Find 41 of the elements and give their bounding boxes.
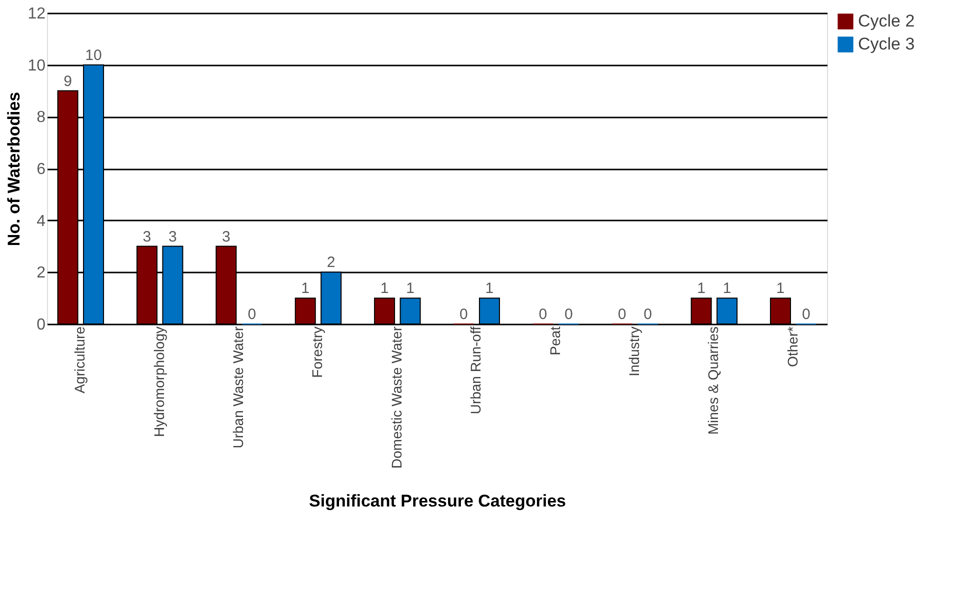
- x-tick-label: Forestry: [309, 326, 326, 378]
- y-axis-title: No. of Waterbodies: [4, 92, 24, 246]
- data-label: 1: [485, 280, 494, 298]
- data-label: 3: [168, 228, 177, 246]
- y-tick-label: 6: [36, 161, 46, 178]
- data-label: 0: [644, 306, 652, 323]
- y-tick-label: 12: [28, 6, 46, 22]
- data-label: 1: [697, 280, 706, 298]
- data-label: 2: [326, 254, 336, 272]
- data-label: 0: [248, 306, 256, 323]
- x-tick-label: Hydromorphology: [150, 326, 167, 437]
- data-label: 3: [142, 228, 152, 246]
- legend-label: Cycle 2: [858, 12, 915, 30]
- y-tick-label: 0: [36, 316, 46, 334]
- x-tick-label: Agriculture: [72, 326, 88, 394]
- y-tick-label: 10: [28, 57, 46, 74]
- x-tick-label: Peat: [546, 326, 563, 356]
- y-tick-label: 8: [36, 109, 46, 126]
- x-tick-label: Other*: [784, 326, 800, 367]
- legend-label: Cycle 3: [858, 34, 915, 54]
- x-tick-label: Domestic Waste Water: [388, 326, 404, 469]
- data-label: 1: [301, 280, 310, 298]
- x-axis-title: Significant Pressure Categories: [309, 492, 566, 511]
- x-tick-label: Urban Waste Water: [230, 326, 246, 448]
- data-label: 1: [380, 280, 389, 298]
- y-tick-label: 4: [36, 212, 46, 230]
- data-label: 0: [538, 306, 548, 323]
- y-tick-label: 2: [36, 264, 46, 282]
- x-tick-label: Mines & Quarries: [705, 326, 722, 435]
- data-label: 1: [406, 280, 414, 298]
- data-label: 0: [802, 306, 810, 323]
- data-label: 0: [460, 306, 468, 323]
- data-label: 0: [618, 306, 626, 323]
- data-label: 1: [776, 280, 785, 298]
- data-label: 3: [222, 228, 230, 246]
- data-label: 0: [564, 306, 573, 323]
- data-label: 10: [85, 46, 102, 64]
- data-label: 1: [722, 280, 732, 298]
- x-tick-label: Urban Run-off: [468, 326, 484, 414]
- data-label: 9: [64, 72, 72, 90]
- x-tick-label: Industry: [626, 326, 642, 376]
